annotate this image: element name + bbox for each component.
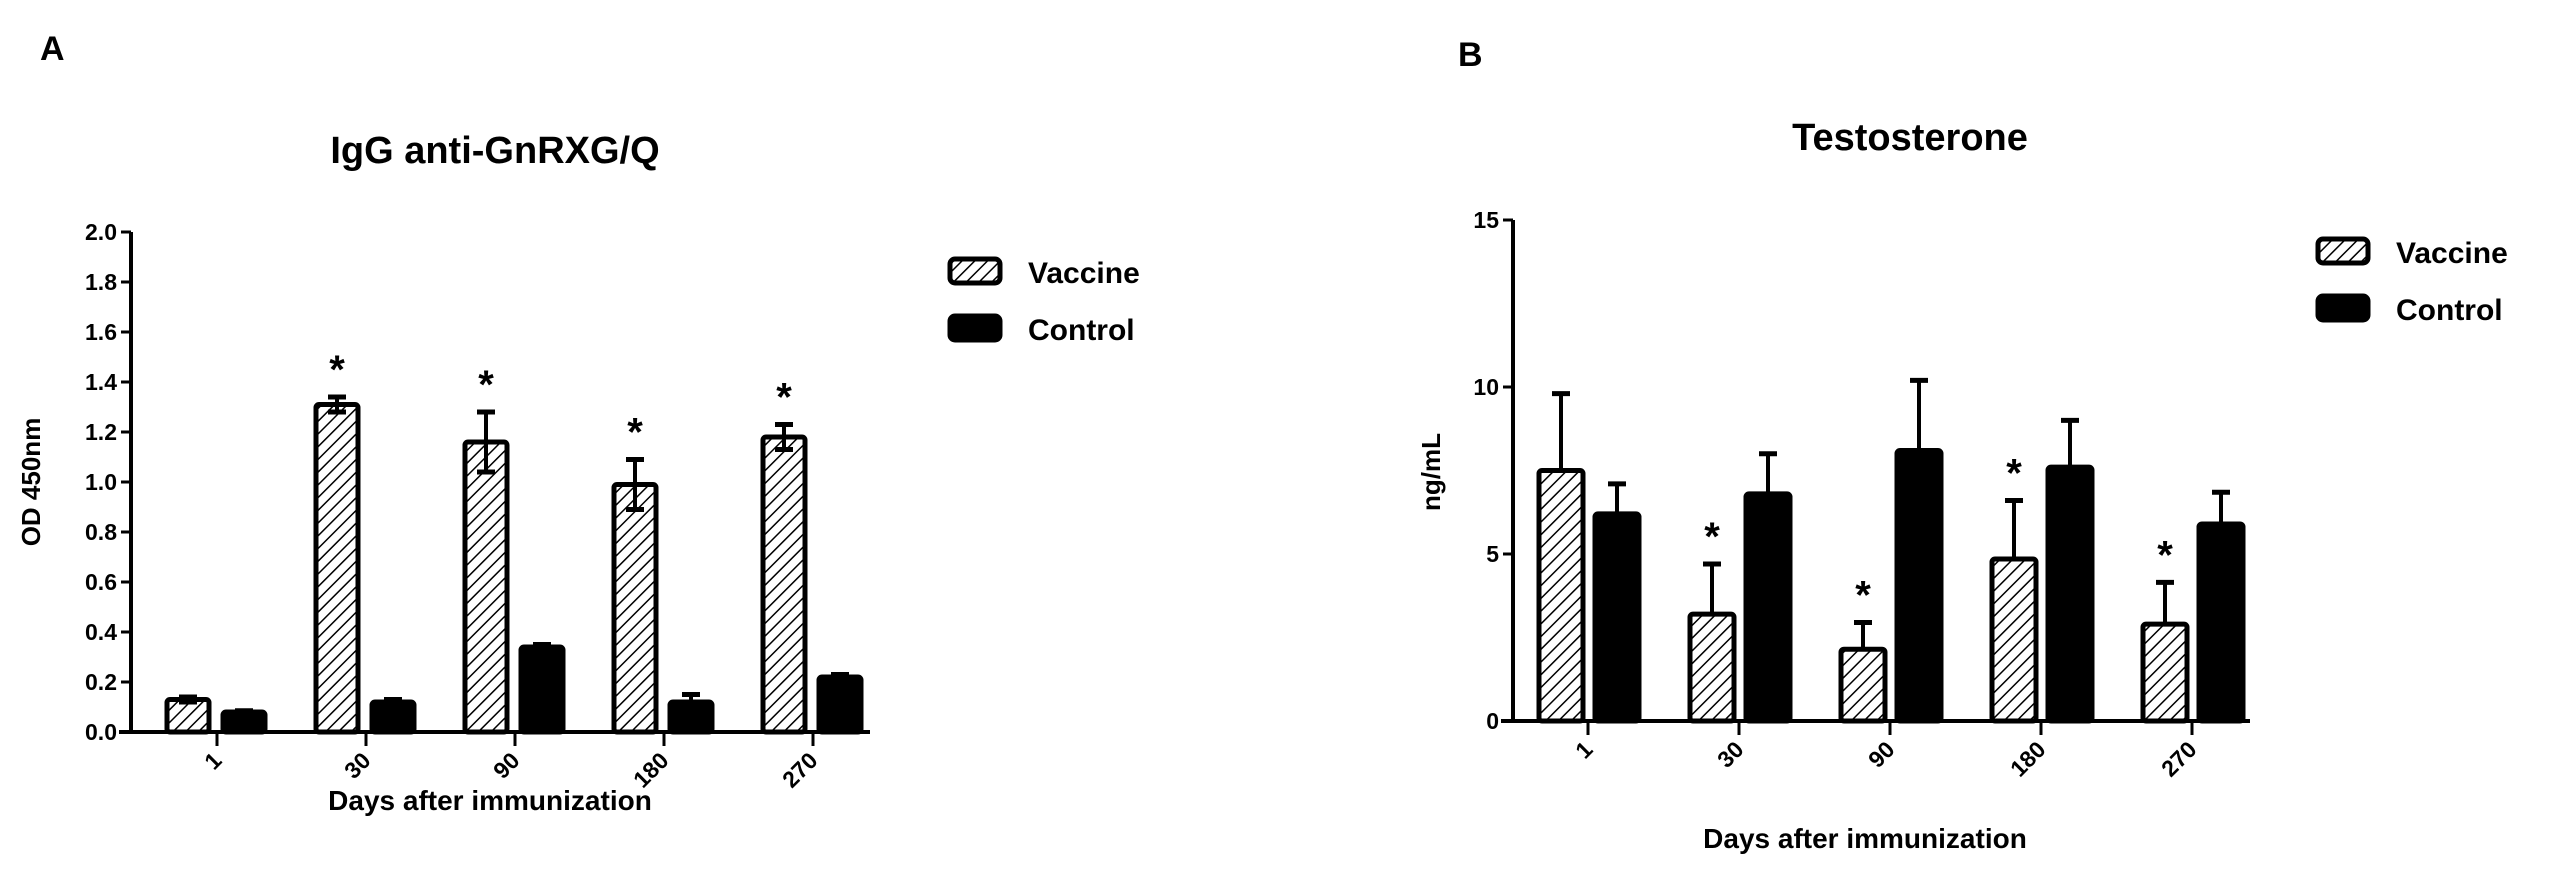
y-tick-label: 0.2 — [85, 669, 117, 695]
chart-title: Testosterone — [1792, 117, 2028, 159]
bar-control — [1592, 511, 1642, 724]
bar-control — [2045, 464, 2095, 724]
panel-label: A — [40, 30, 65, 68]
y-tick-label: 0 — [1486, 708, 1499, 734]
bar-control — [518, 644, 566, 735]
bar-vaccine — [760, 434, 808, 735]
bar-vaccine — [2140, 621, 2190, 724]
significance-marker: * — [1704, 515, 1720, 559]
legend-label-control: Control — [1028, 314, 1135, 347]
y-tick-label: 1.8 — [85, 269, 117, 295]
bar-control — [816, 674, 864, 735]
chart-title: IgG anti-GnRXG/Q — [330, 130, 659, 172]
panel-b: B Testosterone Days after immunization ng/m… — [1416, 36, 2508, 854]
y-tick-label: 5 — [1486, 541, 1499, 567]
y-tick-label: 0.4 — [85, 619, 117, 645]
significance-marker: * — [1855, 573, 1871, 617]
y-tick-label: 1.6 — [85, 319, 117, 345]
x-tick-label: 90 — [1863, 736, 1899, 772]
bar-control — [1743, 491, 1793, 724]
bar-vaccine — [1838, 646, 1888, 724]
y-tick-label: 1.0 — [85, 469, 117, 495]
bar-vaccine — [1687, 611, 1737, 724]
legend-label-vaccine: Vaccine — [2396, 237, 2508, 270]
bar-control — [1894, 447, 1944, 724]
legend-swatch-vaccine — [2315, 236, 2371, 266]
bar-vaccine — [1989, 556, 2039, 724]
legend-swatch-control — [947, 313, 1003, 343]
x-tick-label: 1 — [199, 747, 227, 775]
panel-a: A IgG anti-GnRXG/Q Days after immunization… — [16, 30, 1140, 816]
significance-marker: * — [478, 363, 494, 407]
x-axis-label: Days after immunization — [1703, 823, 2027, 854]
y-tick-label: 0.0 — [85, 719, 117, 745]
x-tick-label: 1 — [1570, 736, 1598, 764]
x-tick-label: 30 — [339, 747, 375, 783]
bar-vaccine — [313, 402, 361, 735]
panel-label: B — [1458, 36, 1483, 74]
y-axis-label: ng/mL — [1416, 433, 1446, 511]
bar-vaccine — [1536, 468, 1586, 724]
x-tick-label: 90 — [488, 747, 524, 783]
legend-label-control: Control — [2396, 294, 2503, 327]
significance-marker: * — [776, 376, 792, 420]
x-tick-label: 270 — [2156, 736, 2202, 782]
bar-vaccine — [611, 482, 659, 735]
bar-control — [369, 699, 417, 735]
bar-control — [2196, 521, 2246, 724]
x-tick-label: 180 — [2005, 736, 2051, 782]
y-tick-label: 2.0 — [85, 219, 117, 245]
significance-marker: * — [329, 348, 345, 392]
y-tick-label: 1.2 — [85, 419, 117, 445]
x-axis-label: Days after immunization — [328, 785, 652, 816]
y-tick-label: 15 — [1473, 207, 1499, 233]
significance-marker: * — [2157, 533, 2173, 577]
bar-control — [220, 709, 268, 735]
bar-control — [667, 699, 715, 735]
y-tick-label: 0.8 — [85, 519, 117, 545]
y-tick-label: 0.6 — [85, 569, 117, 595]
y-tick-label: 1.4 — [85, 369, 117, 395]
legend-label-vaccine: Vaccine — [1028, 257, 1140, 290]
legend-swatch-vaccine — [947, 256, 1003, 286]
y-tick-label: 10 — [1473, 374, 1499, 400]
x-tick-label: 30 — [1712, 736, 1748, 772]
legend-swatch-control — [2315, 293, 2371, 323]
x-tick-label: 270 — [777, 747, 823, 793]
bar-vaccine — [462, 439, 510, 735]
y-axis-label: OD 450nm — [16, 418, 46, 547]
significance-marker: * — [2006, 452, 2022, 496]
significance-marker: * — [627, 411, 643, 455]
